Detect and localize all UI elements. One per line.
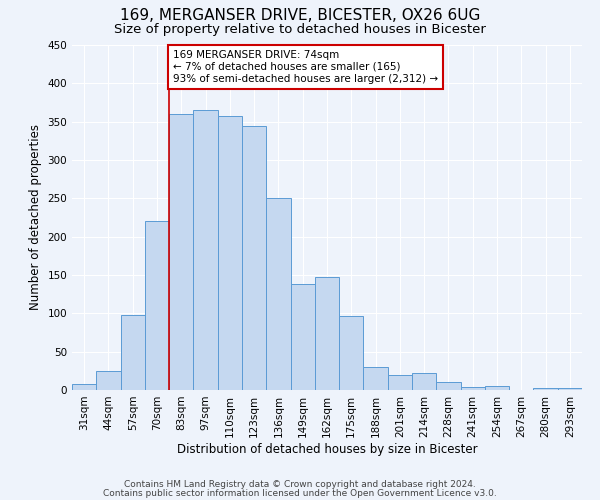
Bar: [72, 384, 96, 390]
Bar: [558, 388, 582, 390]
Bar: [218, 116, 242, 390]
Bar: [242, 126, 266, 390]
Bar: [145, 222, 169, 390]
Bar: [412, 373, 436, 390]
Y-axis label: Number of detached properties: Number of detached properties: [29, 124, 42, 310]
Bar: [290, 284, 315, 390]
Bar: [315, 276, 339, 390]
Bar: [533, 388, 558, 390]
Bar: [339, 316, 364, 390]
Bar: [485, 386, 509, 390]
Text: Size of property relative to detached houses in Bicester: Size of property relative to detached ho…: [114, 22, 486, 36]
Bar: [96, 371, 121, 390]
Bar: [461, 387, 485, 390]
Text: 169, MERGANSER DRIVE, BICESTER, OX26 6UG: 169, MERGANSER DRIVE, BICESTER, OX26 6UG: [120, 8, 480, 22]
Bar: [169, 114, 193, 390]
Bar: [193, 110, 218, 390]
Text: Contains public sector information licensed under the Open Government Licence v3: Contains public sector information licen…: [103, 488, 497, 498]
Text: Contains HM Land Registry data © Crown copyright and database right 2024.: Contains HM Land Registry data © Crown c…: [124, 480, 476, 489]
Bar: [121, 315, 145, 390]
X-axis label: Distribution of detached houses by size in Bicester: Distribution of detached houses by size …: [176, 442, 478, 456]
Text: 169 MERGANSER DRIVE: 74sqm
← 7% of detached houses are smaller (165)
93% of semi: 169 MERGANSER DRIVE: 74sqm ← 7% of detac…: [173, 50, 438, 84]
Bar: [266, 198, 290, 390]
Bar: [436, 382, 461, 390]
Bar: [364, 367, 388, 390]
Bar: [388, 374, 412, 390]
